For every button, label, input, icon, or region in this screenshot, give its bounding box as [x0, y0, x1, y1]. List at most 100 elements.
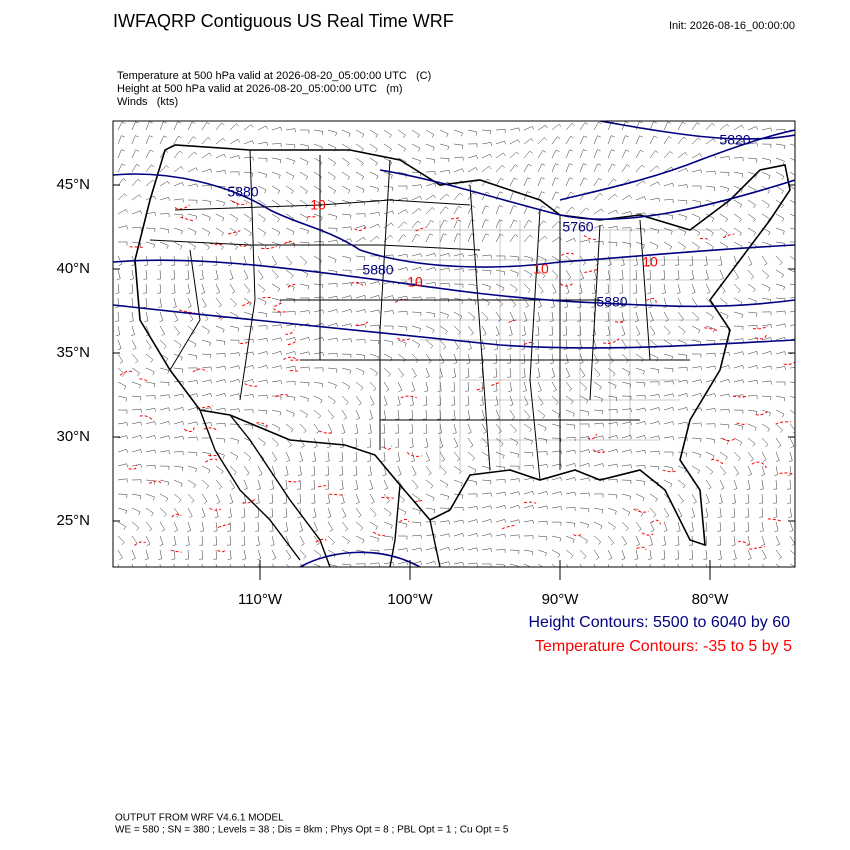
wind-barb [117, 507, 127, 515]
wind-barb [173, 507, 180, 518]
wind-barb [634, 549, 639, 560]
wind-barb [565, 122, 575, 131]
wind-barb [437, 409, 442, 420]
wind-barb [663, 325, 671, 336]
wind-barb [649, 435, 660, 440]
wind-barb [733, 185, 743, 193]
wind-barb [159, 353, 169, 362]
wind-barb [214, 269, 219, 280]
wind-barb [467, 219, 475, 229]
wind-barb [719, 171, 730, 177]
wind-barb [466, 353, 471, 364]
wind-barb [537, 423, 547, 432]
wind-barb [439, 311, 449, 319]
temperature-contour [704, 327, 719, 332]
wind-barb [481, 142, 492, 146]
wind-barb [621, 211, 632, 215]
wind-barb [159, 213, 170, 218]
wind-barb [759, 507, 764, 518]
wind-barb [537, 124, 548, 131]
wind-barb [425, 171, 436, 176]
wind-barb [187, 436, 198, 441]
wind-barb [229, 297, 237, 307]
wind-barb [355, 381, 364, 391]
wind-barb [341, 409, 348, 420]
wind-barb [257, 241, 267, 250]
title: IWFAQRP Contiguous US Real Time WRF [113, 11, 454, 31]
temperature-contour [275, 394, 291, 398]
wind-barb [649, 450, 660, 455]
wind-barb [425, 507, 436, 514]
wind-barb [213, 535, 217, 546]
wind-barb [789, 338, 795, 341]
wind-barb [481, 479, 492, 485]
wind-barb [733, 479, 738, 490]
wind-barb [663, 367, 674, 373]
wind-barb [425, 267, 436, 272]
temperature-contour [662, 469, 677, 473]
wind-barb [411, 311, 422, 317]
wind-barb [677, 393, 688, 397]
wind-barb [733, 465, 740, 476]
wind-barb [313, 309, 324, 314]
wind-barb [369, 235, 380, 243]
wind-barb [439, 206, 449, 215]
wind-barb [635, 394, 646, 399]
wind-barb [661, 269, 666, 280]
wind-barb [453, 233, 461, 243]
wind-barb [607, 409, 618, 414]
wind-barb [411, 561, 422, 565]
wind-barb [243, 171, 254, 177]
wind-barb [509, 269, 519, 277]
wind-barb [299, 227, 309, 235]
wind-barb [467, 311, 476, 321]
wind-barb [775, 227, 785, 235]
lat-label: 45°N [56, 176, 90, 193]
wind-barb [691, 366, 702, 371]
wind-barb [593, 435, 604, 440]
wind-barb [201, 199, 212, 206]
wind-barb [439, 193, 450, 201]
wind-barb [229, 408, 240, 413]
wind-barb [453, 192, 463, 201]
wind-barb [243, 451, 252, 461]
wind-barb [663, 199, 674, 204]
wind-barb [663, 380, 674, 385]
wind-barb [159, 311, 164, 322]
wind-barb [565, 507, 576, 512]
wind-barb [271, 563, 275, 567]
wind-barb [648, 297, 653, 308]
wind-barb [761, 283, 771, 292]
wind-barb [523, 163, 532, 173]
wind-barb [579, 177, 588, 187]
wind-barb [495, 325, 500, 336]
wind-barb [369, 255, 380, 260]
temperature-contour [476, 386, 486, 391]
wind-barb [523, 464, 534, 469]
wind-barb [327, 507, 332, 518]
wind-barb [732, 549, 737, 560]
wind-barb [201, 297, 207, 308]
wind-barb [689, 521, 694, 532]
wind-barb [145, 227, 156, 233]
wind-barb [578, 339, 583, 350]
wind-barb [201, 121, 210, 131]
wind-barb [411, 547, 422, 552]
wind-barb [327, 295, 338, 300]
wind-barb [537, 137, 548, 145]
temperature-label: 10 [533, 261, 549, 277]
wind-barb [719, 339, 730, 344]
wind-barb [509, 505, 520, 509]
temperature-contour [129, 246, 144, 248]
wind-barb [467, 143, 478, 148]
wind-barb [733, 141, 744, 145]
wind-barb [467, 519, 478, 524]
wind-barb [704, 507, 709, 518]
wind-barb [579, 549, 587, 560]
wind-barb [705, 339, 716, 345]
wind-barb [663, 436, 674, 441]
wind-barb [509, 151, 520, 159]
wind-barb [551, 549, 561, 558]
wind-barb [131, 194, 142, 201]
wind-barb [563, 339, 568, 350]
